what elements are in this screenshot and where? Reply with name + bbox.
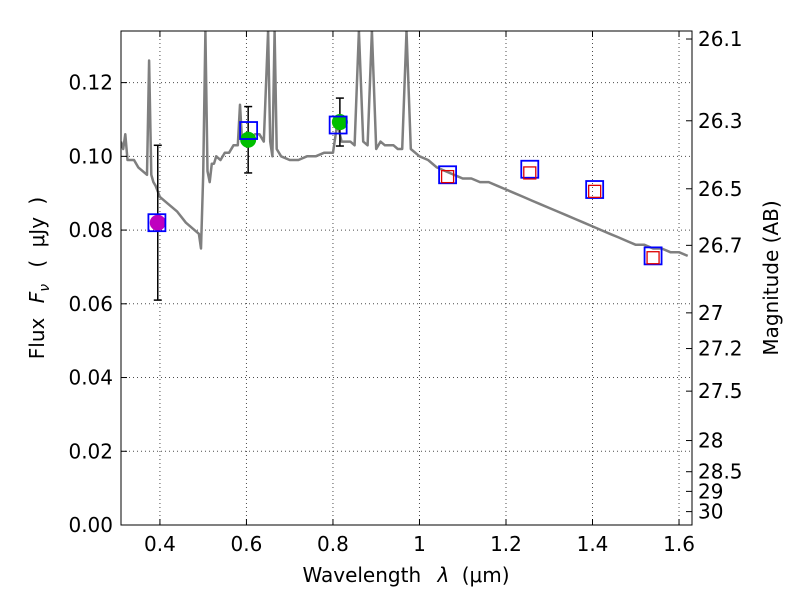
y-tick-label: 0.00 — [68, 513, 113, 537]
tick-layer: 0.4 0.6 0.8 1 1.2 1.4 1.6 0.00 0.02 0.04 0.06 0.08 0… — [68, 27, 742, 556]
y-axis-label-open-paren: ( — [25, 260, 49, 268]
upper-limits-red-point — [588, 184, 602, 199]
x-tick-label: 1.2 — [490, 532, 522, 556]
y2-tick-label: 28.5 — [698, 460, 743, 484]
y-axis-label: Flux Fν ( μJy ) — [25, 197, 54, 359]
x-axis-label-symbol: λ — [437, 563, 450, 587]
x-tick-label: 1 — [413, 532, 426, 556]
y2-tick-label: 29 — [698, 479, 723, 503]
y2-tick-label: 26.1 — [698, 27, 743, 51]
y-axis-label-subscript: ν — [37, 284, 53, 292]
y-axis-label-symbol: F — [25, 291, 49, 303]
model-photometry-blue-point — [520, 159, 540, 179]
x-tick-label: 0.4 — [144, 532, 176, 556]
observed-magenta-point — [149, 214, 166, 231]
y2-tick-label: 27.2 — [698, 337, 743, 361]
x-tick-label: 0.6 — [231, 532, 263, 556]
upper-limits-red-point — [523, 166, 537, 180]
model-photometry-blue-point — [585, 180, 605, 199]
model-photometry-blue-point — [147, 213, 167, 233]
x-tick-label: 0.8 — [317, 532, 349, 556]
y2-axis-label: Magnitude (AB) — [759, 200, 783, 355]
y2-tick-label: 26.7 — [698, 233, 743, 257]
x-axis-label-unit: (μm) — [462, 563, 510, 587]
y-axis-label-close-paren: ) — [25, 197, 49, 205]
model-photometry-blue-point — [438, 165, 457, 185]
plot-frame — [120, 30, 693, 526]
model-sed-line — [121, 31, 689, 258]
y-tick-label: 0.04 — [68, 366, 113, 390]
y2-tick-label: 27.5 — [698, 379, 743, 403]
y2-tick-label: 26.5 — [698, 177, 743, 201]
model-photometry-blue-point — [239, 121, 259, 140]
x-tick-label: 1.4 — [577, 532, 609, 556]
upper-limits-red-point — [440, 169, 455, 184]
upper-limits-red-point — [646, 251, 660, 265]
y-tick-label: 0.02 — [68, 439, 113, 463]
x-tick-label: 1.6 — [663, 532, 695, 556]
model-photometry-blue-point — [643, 246, 663, 266]
y2-tick-label: 26.3 — [698, 109, 743, 133]
y-axis-label-word: Flux — [25, 317, 49, 359]
x-axis-label-word: Wavelength — [302, 563, 421, 587]
y2-tick-label: 28 — [698, 429, 723, 453]
y-axis-label-unit: μJy — [25, 217, 49, 248]
y2-tick-label: 30 — [698, 500, 723, 524]
y2-tick-label: 27 — [698, 301, 723, 325]
y-tick-label: 0.10 — [68, 144, 113, 168]
y-tick-label: 0.06 — [68, 292, 113, 316]
y-tick-label: 0.12 — [68, 71, 113, 95]
x-axis-label: Wavelength λ (μm) — [302, 563, 509, 587]
model-photometry-blue-point — [328, 115, 348, 135]
series-layer — [121, 31, 689, 301]
y-tick-label: 0.08 — [68, 218, 113, 242]
